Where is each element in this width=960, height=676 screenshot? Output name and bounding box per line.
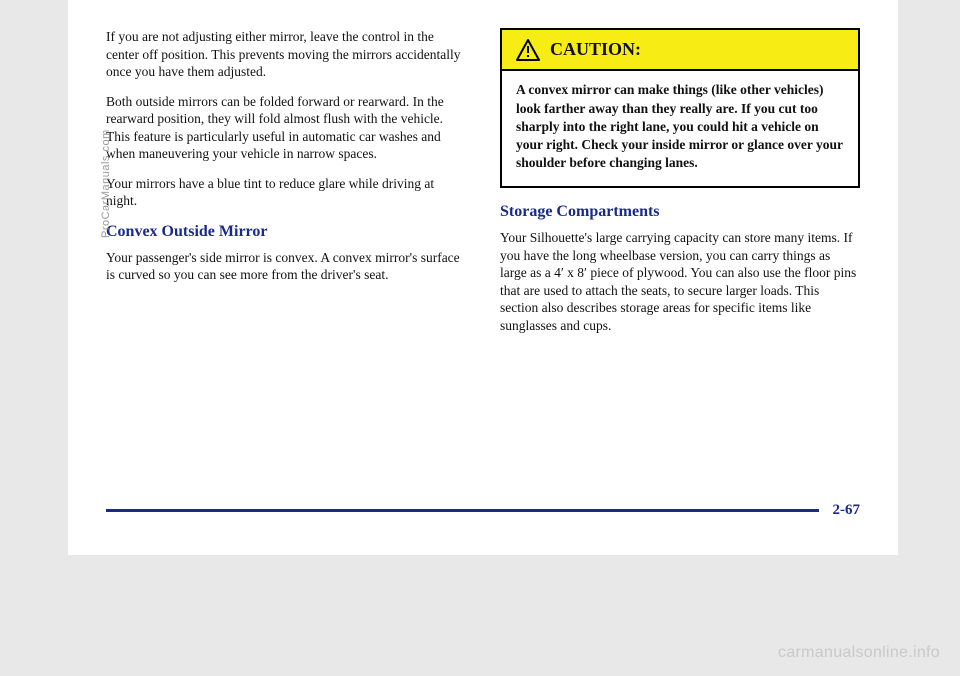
body-paragraph: Your Silhouette's large carrying capacit…: [500, 229, 860, 334]
body-paragraph: Your mirrors have a blue tint to reduce …: [106, 175, 466, 210]
site-watermark: carmanualsonline.info: [778, 644, 940, 662]
footer-rule: [106, 509, 819, 512]
section-heading: Storage Compartments: [500, 202, 860, 223]
body-paragraph: Your passenger's side mirror is convex. …: [106, 249, 466, 284]
body-paragraph: Both outside mirrors can be folded forwa…: [106, 93, 466, 163]
right-column: CAUTION: A convex mirror can make things…: [500, 28, 860, 347]
left-column: If you are not adjusting either mirror, …: [106, 28, 466, 347]
caution-title: CAUTION:: [550, 38, 641, 61]
manual-page: If you are not adjusting either mirror, …: [68, 0, 898, 555]
caution-body: A convex mirror can make things (like ot…: [502, 71, 858, 186]
page-number: 2-67: [819, 502, 861, 519]
caution-box: CAUTION: A convex mirror can make things…: [500, 28, 860, 188]
two-column-layout: If you are not adjusting either mirror, …: [106, 28, 860, 347]
caution-header: CAUTION:: [502, 30, 858, 71]
page-footer: 2-67: [106, 502, 860, 519]
section-heading: Convex Outside Mirror: [106, 222, 466, 243]
body-paragraph: If you are not adjusting either mirror, …: [106, 28, 466, 81]
watermark-text: ProCarManuals.com: [100, 129, 112, 238]
warning-triangle-icon: [516, 39, 540, 61]
